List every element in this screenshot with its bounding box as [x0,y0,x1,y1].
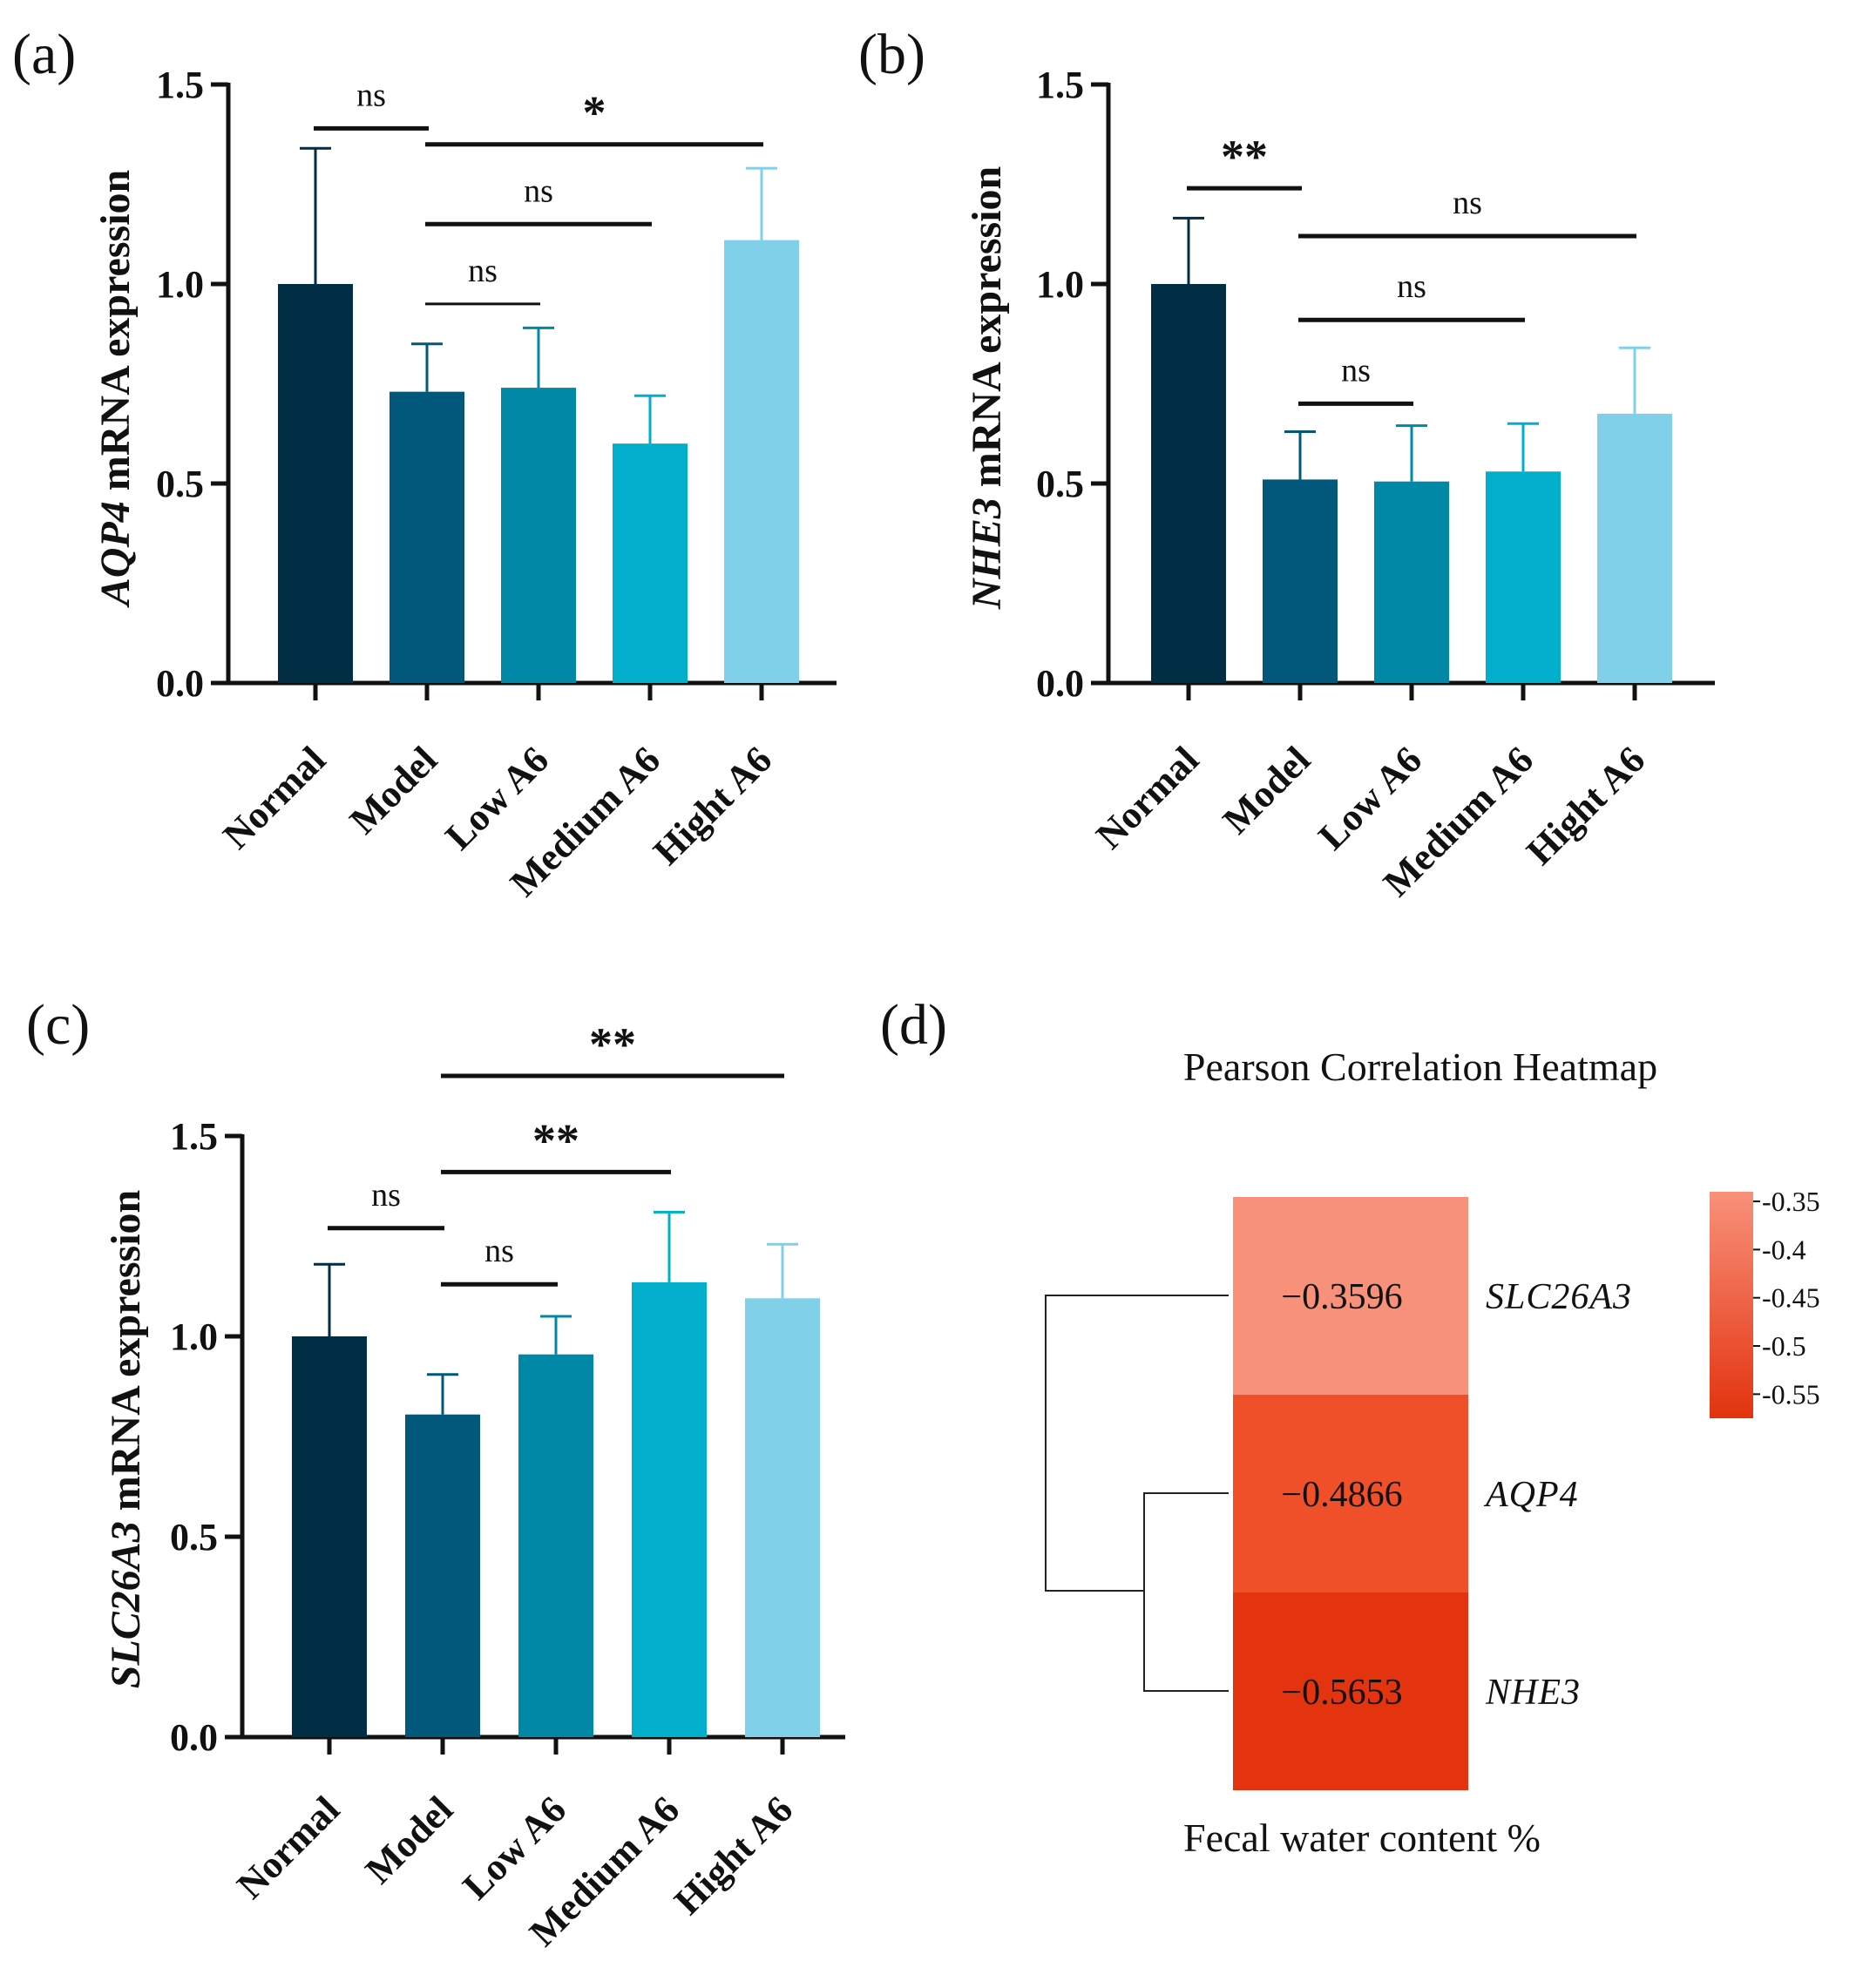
panel-a-y-tick-label: 0.5 [156,463,204,505]
panel-c-label: (c) [26,993,90,1057]
panel-a-significance-label: ns [524,172,553,209]
panel-c-bar [745,1298,820,1737]
panel-a-y-tick-label: 1.5 [156,64,204,106]
panel-b-category-label: Model [1215,738,1318,842]
panel-b-bar [1151,284,1226,683]
panel-c-bar [632,1281,707,1737]
panel-c-significance-label: ns [484,1233,514,1269]
panel-c-bar [405,1414,480,1737]
panel-b-significance-label: ns [1341,352,1371,389]
panel-b-y-tick-label: 1.5 [1036,64,1084,106]
panel-c-y-tick-label: 0.0 [170,1716,218,1759]
panel-b-significance-label: ** [1221,131,1268,183]
panel-b-bar [1374,481,1449,683]
heatmap-x-axis-label: Fecal water content % [1183,1816,1541,1860]
panel-a-bar [390,391,464,683]
panel-a-y-axis-label: AQP4 mRNA expression [92,170,139,608]
panel-c-category-label: Model [357,1788,461,1891]
panel-c-bar [518,1354,593,1737]
panel-b-bar [1597,413,1672,683]
panel-b-y-tick-label: 1.0 [1036,263,1084,306]
panel-d-label: (d) [880,993,947,1057]
heatmap-dendrogram [1045,1295,1229,1692]
panel-d-heatmap: (d) Pearson Correlation Heatmap −0.3596 … [880,993,1820,1860]
panel-a-significance-label: ns [356,77,386,113]
panel-a-chart: (a) AQP4 mRNA expression 0.0 0.5 1.0 1.5 Nor… [12,23,837,905]
panel-b-y-tick-label: 0.0 [1036,662,1084,705]
panel-c-significance-label: ** [532,1114,579,1166]
dendrogram-branch-aqp4-nhe3 [1143,1492,1229,1692]
panel-a-label: (a) [12,23,76,86]
panel-a-significance-label: ns [468,253,498,289]
heatmap-value-nhe3: −0.5653 [1281,1673,1402,1713]
panel-a-y-tick-label: 1.0 [156,263,204,306]
heatmap-row-label-aqp4: AQP4 [1483,1475,1579,1515]
panel-c-bar [292,1336,367,1737]
heatmap-row-label-slc26a3: SLC26A3 [1486,1277,1632,1317]
colorbar-ticks: -0.35 -0.4 -0.45 -0.5 -0.55 [1753,1186,1820,1410]
panel-a-bar [278,284,353,683]
panel-a-bar [613,443,688,683]
colorbar-tick-label: -0.55 [1762,1378,1820,1410]
panel-c-category-label: Normal [228,1788,348,1907]
colorbar [1710,1192,1753,1418]
colorbar-tick-label: -0.45 [1762,1282,1820,1314]
panel-c-category-label: Hight A6 [666,1788,801,1923]
colorbar-tick-label: -0.5 [1762,1330,1806,1362]
heatmap-value-slc26a3: −0.3596 [1281,1277,1402,1317]
heatmap-cell-slc26a3 [1233,1197,1468,1395]
panel-a-bar [501,388,576,683]
panel-b-significance-label: ns [1397,268,1426,305]
panel-c-significance-label: ns [371,1177,401,1214]
dendrogram-branch-slc26a3 [1045,1295,1229,1592]
panel-b-chart: (b) NHE3 mRNA expression 0.0 0.5 1.0 1.5 Nor… [858,23,1715,905]
heatmap-title: Pearson Correlation Heatmap [1183,1045,1657,1089]
heatmap-value-aqp4: −0.4866 [1281,1475,1402,1515]
panel-c-y-axis-label: SLC26A3 mRNA expression [103,1190,149,1689]
colorbar-tick-label: -0.4 [1762,1234,1806,1265]
panel-b-category-label: Normal [1087,738,1207,857]
panel-a-category-label: Model [342,738,445,842]
panel-a-category-label: Normal [214,738,334,857]
panel-c-chart: (c) SLC26A3 mRNA expression 0.0 0.5 1.0 1.5… [26,993,845,1955]
panel-b-label: (b) [858,23,925,86]
panel-b-category-label: Hight A6 [1518,738,1653,873]
panel-b-bar [1263,479,1338,683]
panel-b-y-axis-label: NHE3 mRNA expression [964,166,1010,610]
panel-a-bar [724,240,799,683]
panel-b-y-tick-label: 0.5 [1036,463,1084,505]
panel-a-significance-label: * [583,87,606,139]
panel-c-y-tick-label: 1.0 [170,1315,218,1358]
panel-b-significance-label: ns [1453,185,1482,221]
panel-a-category-label: Hight A6 [645,738,780,873]
heatmap-cell-aqp4 [1233,1395,1468,1592]
heatmap-cell-nhe3 [1233,1592,1468,1790]
heatmap-row-label-nhe3: NHE3 [1485,1673,1581,1713]
panel-c-significance-label: ** [589,1018,636,1071]
panel-c-y-tick-label: 1.5 [170,1115,218,1158]
panel-a-y-tick-label: 0.0 [156,662,204,705]
colorbar-tick-label: -0.35 [1762,1186,1820,1217]
panel-c-y-tick-label: 0.5 [170,1516,218,1559]
panel-b-bar [1486,471,1561,683]
